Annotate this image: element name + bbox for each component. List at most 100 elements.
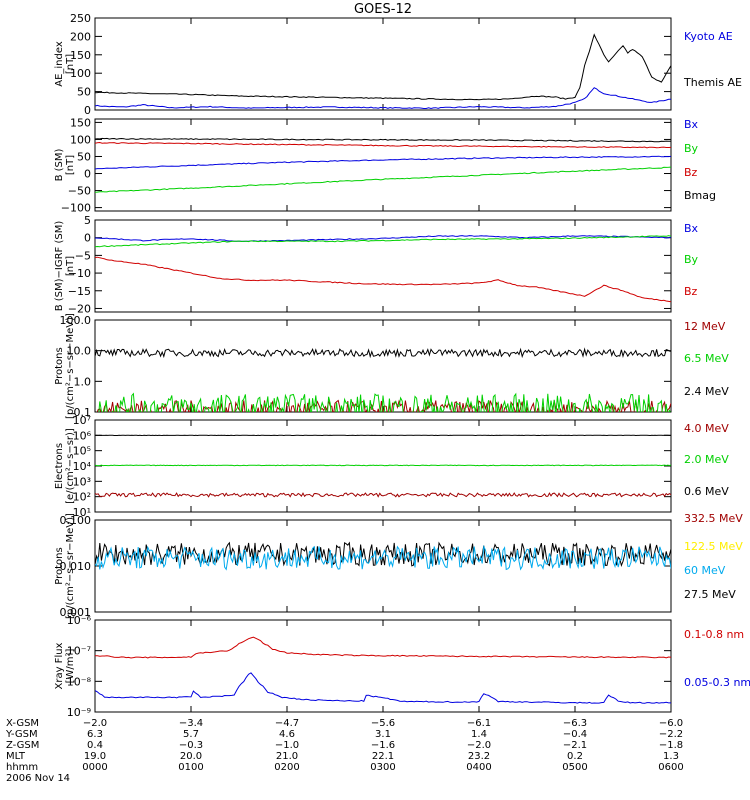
y-tick-label: 10³ — [73, 475, 91, 488]
x-tick-label: −6.1 — [467, 718, 491, 729]
y-axis-label: [nT] — [65, 54, 76, 74]
x-row-label: Z-GSM — [6, 740, 39, 751]
y-tick-label: −20 — [68, 302, 91, 315]
y-tick-label: 100 — [70, 67, 91, 80]
y-tick-label: 0 — [84, 104, 91, 117]
x-tick-label: 0.2 — [567, 751, 583, 762]
x-tick-label: −2.0 — [467, 740, 491, 751]
x-row-label: Y-GSM — [5, 729, 38, 740]
series-label: 0.6 MeV — [684, 485, 729, 498]
series-line-bz — [95, 256, 671, 303]
series-line-12-mev — [96, 399, 671, 412]
series-label: 12 MeV — [684, 320, 726, 333]
x-tick-label: 0000 — [82, 762, 107, 773]
x-tick-label: 0200 — [274, 762, 299, 773]
series-label: By — [684, 142, 699, 155]
y-tick-label: 10.0 — [67, 345, 92, 358]
panel-frame — [94, 519, 672, 613]
x-tick-label: 1.4 — [471, 729, 487, 740]
x-tick-label: 4.6 — [279, 729, 295, 740]
series-label: By — [684, 253, 699, 266]
y-axis-label: [p/(cm²−s−sr−MeV)] — [65, 313, 76, 419]
y-axis-label: [nT] — [65, 256, 76, 276]
x-row-label: X-GSM — [6, 718, 39, 729]
x-tick-label: 0300 — [370, 762, 395, 773]
series-line-60-mev — [95, 544, 671, 571]
series-label: 0.1-0.8 nm — [684, 628, 744, 641]
y-axis-label: Electrons — [54, 443, 65, 489]
y-axis-label: AE_index — [54, 41, 65, 87]
series-line-4-0-mev — [95, 492, 671, 498]
plot-title: GOES-12 — [354, 2, 412, 17]
series-label: 6.5 MeV — [684, 352, 729, 365]
y-tick-label: 5 — [84, 214, 91, 227]
y-tick-label: 10⁷ — [73, 414, 91, 427]
x-tick-label: 22.1 — [372, 751, 394, 762]
series-label: Kyoto AE — [684, 30, 733, 43]
x-row-label: 2006 Nov 14 — [6, 773, 70, 784]
y-tick-label: 10¹ — [73, 506, 91, 519]
x-tick-label: −1.0 — [275, 740, 299, 751]
y-axis-label: Protons — [54, 547, 65, 584]
x-row-label: MLT — [6, 751, 26, 762]
y-tick-label: 10⁵ — [73, 445, 91, 458]
x-tick-label: −2.2 — [659, 729, 683, 740]
series-line-2-4-mev — [95, 347, 671, 359]
series-line-bmag — [95, 137, 671, 143]
series-label: 2.0 MeV — [684, 453, 729, 466]
y-axis-label: B (SM) — [54, 148, 65, 181]
y-axis-label: [e/(cm²−s−sr)] — [65, 428, 76, 504]
series-line-bz — [95, 141, 671, 149]
x-tick-label: −0.3 — [179, 740, 203, 751]
panel-protons1: 0.1 1.0 10.0 100.0 Protons [p/(cm²−s−sr−MeV)]… — [54, 313, 729, 419]
x-tick-label: −6.3 — [563, 718, 587, 729]
y-axis-label: Protons — [54, 347, 65, 384]
y-tick-label: −5 — [75, 249, 91, 262]
y-tick-label: 10⁻⁸ — [67, 675, 92, 688]
panel-electrons: 10¹ 10² 10³ 10⁴ 10⁵ 10⁶ 10⁷ Electrons [e/(cm²−s−… — [54, 414, 729, 519]
series-line-bx — [95, 235, 671, 242]
series-label: Bmag — [684, 189, 716, 202]
y-tick-label: 250 — [70, 12, 91, 25]
y-tick-label: 0.100 — [60, 514, 92, 527]
y-tick-label: −15 — [68, 285, 91, 298]
y-axis-label: B (SM)−IGRF (SM) — [54, 221, 65, 312]
y-axis-label: [W/m²] — [65, 648, 76, 683]
panel-xray: 10⁻⁹ 10⁻⁸ 10⁻⁷ 10⁻⁶ Xray Flux [W/m²] 0.1-0.8 n… — [54, 614, 750, 719]
series-label: Themis AE — [683, 76, 742, 89]
x-tick-label: 3.1 — [375, 729, 391, 740]
series-label: 27.5 MeV — [684, 588, 736, 601]
x-tick-label: 21.0 — [276, 751, 298, 762]
series-line-0-05-0-3-nm — [95, 672, 671, 704]
series-line-by — [95, 235, 671, 248]
y-tick-label: −50 — [68, 185, 91, 198]
series-line-2-0-mev — [95, 464, 671, 467]
x-tick-label: −4.7 — [275, 718, 299, 729]
y-tick-label: 200 — [70, 30, 91, 43]
x-tick-label: 0.4 — [87, 740, 103, 751]
series-label: 122.5 MeV — [684, 540, 743, 553]
x-tick-label: 0400 — [466, 762, 491, 773]
series-line-by — [95, 166, 671, 193]
y-tick-label: 150 — [70, 49, 91, 62]
x-tick-label: −6.0 — [659, 718, 683, 729]
y-tick-label: 50 — [77, 150, 91, 163]
x-tick-label: 23.2 — [468, 751, 490, 762]
series-line-6-5-mev — [96, 392, 671, 412]
x-tick-label: 0500 — [562, 762, 587, 773]
y-tick-label: −100 — [61, 202, 91, 215]
series-label: Bx — [684, 118, 699, 131]
series-label: 60 MeV — [684, 564, 726, 577]
y-tick-label: 10² — [73, 491, 91, 504]
panel-protons2: 0.001 0.010 0.100 Protons [p/(cm²−s−sr−MeV)]… — [54, 512, 743, 619]
series-label: Bz — [684, 166, 698, 179]
y-tick-label: 100.0 — [60, 314, 92, 327]
x-tick-label: 20.0 — [180, 751, 202, 762]
x-tick-label: −2.1 — [563, 740, 587, 751]
x-tick-label: 6.3 — [87, 729, 103, 740]
series-line-themis-ae — [95, 33, 671, 101]
x-tick-label: −2.0 — [83, 718, 107, 729]
y-tick-label: 10⁴ — [73, 460, 92, 473]
